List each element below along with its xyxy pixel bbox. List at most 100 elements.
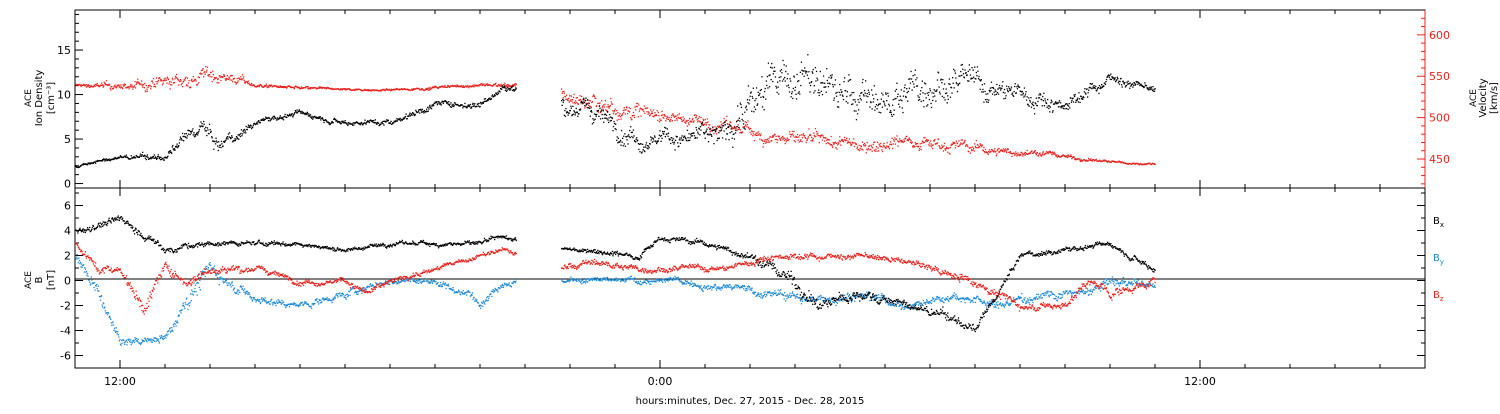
velocity-series-point bbox=[851, 144, 852, 145]
density-series-point bbox=[283, 119, 284, 120]
velocity-series-point bbox=[1031, 150, 1032, 151]
density-series-point bbox=[229, 132, 230, 133]
density-series-point bbox=[866, 102, 867, 103]
density-series-point bbox=[186, 137, 187, 138]
by-series-point bbox=[177, 321, 178, 322]
density-series-point bbox=[164, 159, 165, 160]
by-series-point bbox=[195, 291, 196, 292]
density-series-point bbox=[1049, 111, 1050, 112]
by-series-point bbox=[119, 339, 120, 340]
density-series-point bbox=[994, 94, 995, 95]
velocity-series-point bbox=[760, 133, 761, 134]
velocity-series-point bbox=[713, 133, 714, 134]
velocity-series-point bbox=[613, 111, 614, 112]
density-series-point bbox=[881, 93, 882, 94]
density-series-point bbox=[680, 143, 681, 144]
velocity-series-point bbox=[917, 143, 918, 144]
density-series-point bbox=[1095, 86, 1096, 87]
density-series-point bbox=[617, 136, 618, 137]
by-series-point bbox=[453, 289, 454, 290]
density-series-point bbox=[1037, 105, 1038, 106]
velocity-series-point bbox=[768, 140, 769, 141]
by-series-point bbox=[306, 302, 307, 303]
density-series-point bbox=[790, 80, 791, 81]
x-tick-label: 12:00 bbox=[104, 375, 136, 388]
velocity-series-point bbox=[610, 105, 611, 106]
density-series-point bbox=[224, 142, 225, 143]
by-series-point bbox=[87, 273, 88, 274]
density-series-point bbox=[300, 113, 301, 114]
velocity-series-point bbox=[619, 113, 620, 114]
density-series-point bbox=[662, 131, 663, 132]
density-series-point bbox=[877, 99, 878, 100]
density-series-point bbox=[733, 133, 734, 134]
by-series-point bbox=[453, 287, 454, 288]
velocity-series-point bbox=[846, 138, 847, 139]
density-series-point bbox=[417, 112, 418, 113]
density-series-point bbox=[596, 116, 597, 117]
velocity-series-point bbox=[880, 143, 881, 144]
velocity-series-point bbox=[919, 148, 920, 149]
velocity-series-point bbox=[814, 135, 815, 136]
by-series-point bbox=[131, 344, 132, 345]
velocity-series-point bbox=[793, 135, 794, 136]
density-series-point bbox=[873, 98, 874, 99]
by-series-point bbox=[234, 288, 235, 289]
density-series-point bbox=[584, 105, 585, 106]
velocity-series-point bbox=[428, 90, 429, 91]
density-series-point bbox=[361, 123, 362, 124]
by-series-point bbox=[275, 303, 276, 304]
by-series-point bbox=[238, 290, 239, 291]
density-series-point bbox=[218, 141, 219, 142]
density-series-point bbox=[819, 95, 820, 96]
density-series-point bbox=[825, 86, 826, 87]
velocity-series-point bbox=[201, 73, 202, 74]
velocity-series-point bbox=[958, 140, 959, 141]
density-series-point bbox=[366, 124, 367, 125]
velocity-series-point bbox=[697, 119, 698, 120]
density-series-point bbox=[654, 135, 655, 136]
velocity-series-point bbox=[801, 141, 802, 142]
density-tick-label: 15 bbox=[57, 44, 71, 57]
velocity-series-point bbox=[779, 136, 780, 137]
velocity-series-point bbox=[973, 149, 974, 150]
by-series-point bbox=[512, 283, 513, 284]
by-series-point bbox=[237, 291, 238, 292]
data-points bbox=[75, 54, 1156, 346]
density-series-point bbox=[1125, 86, 1126, 87]
density-series-point bbox=[219, 147, 220, 148]
velocity-series-point bbox=[244, 80, 245, 81]
density-series-point bbox=[876, 104, 877, 105]
by-series-point bbox=[96, 285, 97, 286]
density-series-point bbox=[200, 121, 201, 122]
velocity-series-point bbox=[882, 151, 883, 152]
velocity-series-point bbox=[649, 112, 650, 113]
velocity-series-point bbox=[1038, 155, 1039, 156]
by-series-point bbox=[98, 291, 99, 292]
density-series-point bbox=[1047, 107, 1048, 108]
density-series-point bbox=[1077, 98, 1078, 99]
density-series-point bbox=[968, 71, 969, 72]
velocity-series-point bbox=[248, 81, 249, 82]
density-series-point bbox=[1110, 74, 1111, 75]
velocity-series-point bbox=[147, 91, 148, 92]
density-series-point bbox=[426, 109, 427, 110]
velocity-series-point bbox=[570, 99, 571, 100]
density-series-point bbox=[680, 139, 681, 140]
density-series-point bbox=[454, 102, 455, 103]
density-series-point bbox=[1105, 84, 1106, 85]
density-series-point bbox=[792, 98, 793, 99]
by-series-point bbox=[132, 342, 133, 343]
density-series-point bbox=[191, 132, 192, 133]
by-series-point bbox=[98, 286, 99, 287]
density-series-point bbox=[771, 79, 772, 80]
density-series-point bbox=[679, 137, 680, 138]
velocity-series-point bbox=[982, 145, 983, 146]
by-series-point bbox=[339, 292, 340, 293]
velocity-series-point bbox=[1020, 155, 1021, 156]
velocity-series-point bbox=[988, 154, 989, 155]
by-series-point bbox=[318, 301, 319, 302]
by-series-point bbox=[183, 305, 184, 306]
density-series-point bbox=[660, 141, 661, 142]
velocity-series-point bbox=[843, 141, 844, 142]
